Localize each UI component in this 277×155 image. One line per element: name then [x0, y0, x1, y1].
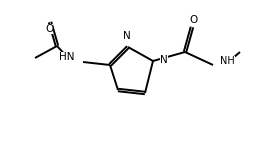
Text: O: O	[45, 24, 53, 34]
Text: NH: NH	[220, 56, 235, 66]
Text: HN: HN	[58, 52, 74, 62]
Text: N: N	[160, 55, 168, 65]
Text: O: O	[189, 15, 197, 25]
Text: N: N	[123, 31, 131, 41]
